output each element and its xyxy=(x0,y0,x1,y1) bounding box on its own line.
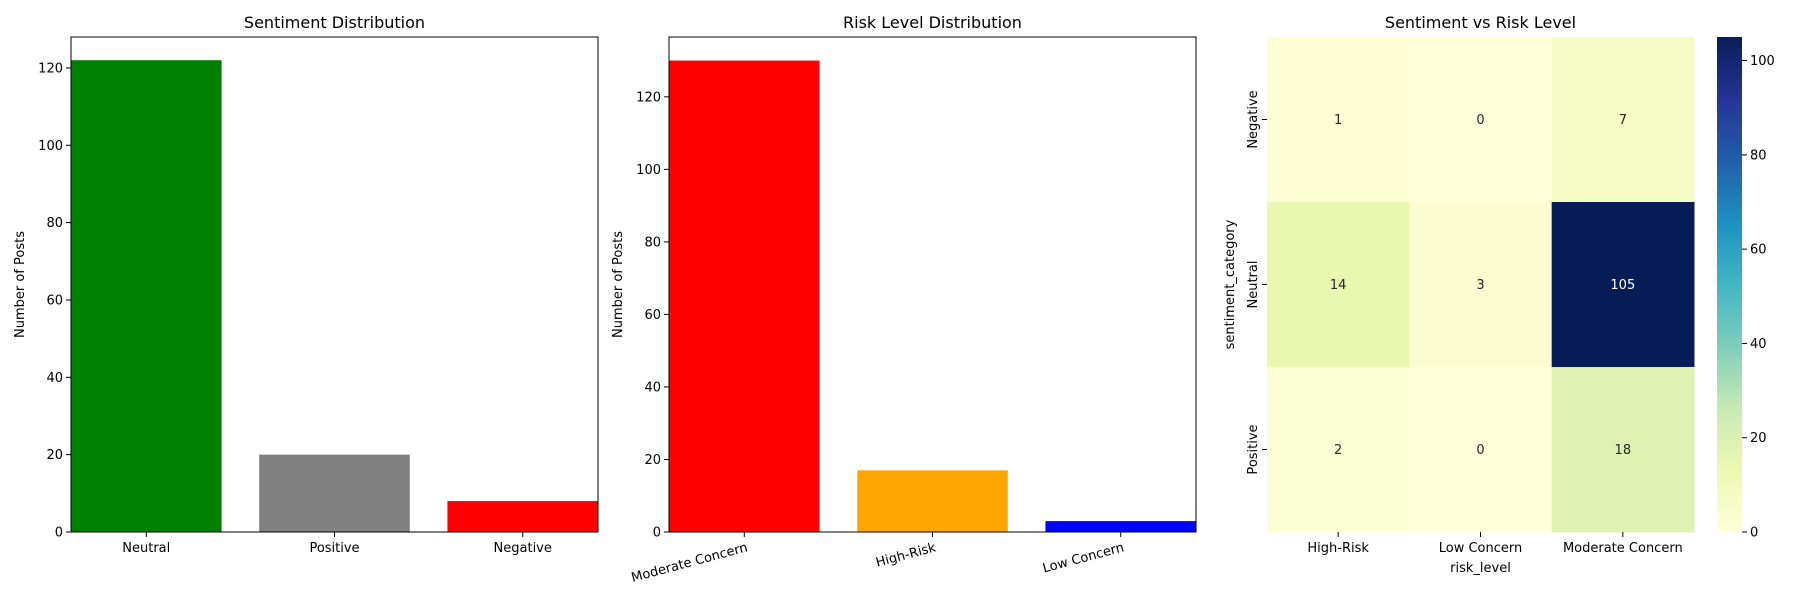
y-tick-label: 120 xyxy=(636,90,661,105)
heatmap-cell xyxy=(1551,37,1695,203)
x-tick-label: High-Risk xyxy=(874,540,938,571)
y-tick-label: 0 xyxy=(55,526,63,541)
heatmap-chart: 1 0 7 14 3 105 2 0 18 High-Risk Low Concern Moderat… xyxy=(1223,13,1695,576)
y-tick-label: 100 xyxy=(636,163,661,178)
x-tick-label: Negative xyxy=(494,541,552,556)
x-tick-label: Moderate Concern xyxy=(630,540,750,585)
heatmap-cell-label: 7 xyxy=(1619,113,1627,128)
y-tick-label: 80 xyxy=(46,216,63,231)
y-tick-label: 80 xyxy=(644,235,661,250)
heatmap-cell xyxy=(1409,367,1553,533)
colorbar-tick-label: 40 xyxy=(1750,337,1767,352)
heatmap-cell-label: 0 xyxy=(1476,113,1484,128)
colorbar-tick-label: 0 xyxy=(1750,526,1758,541)
y-tick-label: 120 xyxy=(38,61,63,76)
heatmap-cell xyxy=(1267,202,1410,368)
colorbar-tick-label: 80 xyxy=(1750,148,1767,163)
heatmap-cell-label: 14 xyxy=(1330,278,1347,293)
y-tick-label: 20 xyxy=(644,453,661,468)
heatmap-cell xyxy=(1551,202,1695,368)
colorbar-bar xyxy=(1717,37,1742,532)
heatmap-cell xyxy=(1267,37,1410,203)
x-tick-label: Neutral xyxy=(122,541,170,556)
x-tick-label: Low Concern xyxy=(1041,540,1126,576)
chart-title: Sentiment vs Risk Level xyxy=(1385,13,1576,32)
heatmap-cell-label: 0 xyxy=(1476,443,1484,458)
heatmap-cell-label: 3 xyxy=(1476,278,1484,293)
y-tick-label: 0 xyxy=(653,526,661,541)
bar-positive xyxy=(259,454,410,532)
bar-chart-1: 0 20 40 60 80 100 120 Neutral Positive Negative Se… xyxy=(13,13,599,556)
chart-title: Sentiment Distribution xyxy=(244,13,425,32)
bar-neutral xyxy=(71,60,222,532)
y-axis-label: Number of Posts xyxy=(611,231,626,338)
bar-negative xyxy=(447,501,598,532)
y-tick-label: 60 xyxy=(644,308,661,323)
x-tick-label: Positive xyxy=(309,541,359,556)
bar-moderate-concern xyxy=(669,60,820,532)
y-tick-label: 60 xyxy=(46,293,63,308)
colorbar: 0 20 40 60 80 100 xyxy=(1717,37,1775,541)
bar-chart-2: 0 20 40 60 80 100 120 Moderate Concern High-Risk… xyxy=(611,13,1197,586)
bar-high-risk xyxy=(857,470,1008,532)
chart-title: Risk Level Distribution xyxy=(843,13,1022,32)
heatmap-cell-label: 18 xyxy=(1615,443,1632,458)
colorbar-tick-label: 60 xyxy=(1750,243,1767,258)
x-tick-label: Moderate Concern xyxy=(1563,541,1683,556)
y-tick-label: 40 xyxy=(644,380,661,395)
bar-low-concern xyxy=(1045,521,1196,532)
y-tick-label: 20 xyxy=(46,448,63,463)
heatmap-cell xyxy=(1409,202,1553,368)
heatmap-cell xyxy=(1409,37,1553,203)
heatmap-cell xyxy=(1551,367,1695,533)
colorbar-tick-label: 20 xyxy=(1750,431,1767,446)
x-tick-label: Low Concern xyxy=(1439,541,1523,556)
x-axis-label: risk_level xyxy=(1450,561,1511,576)
heatmap-cell-label: 105 xyxy=(1610,278,1635,293)
y-tick-label: Negative xyxy=(1246,90,1261,148)
heatmap-cell-label: 2 xyxy=(1334,443,1342,458)
y-axis-label: sentiment_category xyxy=(1223,219,1238,349)
y-tick-label: 40 xyxy=(46,371,63,386)
heatmap-cell xyxy=(1267,367,1410,533)
y-tick-label: Neutral xyxy=(1246,261,1261,309)
y-tick-label: 100 xyxy=(38,139,63,154)
y-axis-label: Number of Posts xyxy=(13,231,28,338)
colorbar-tick-label: 100 xyxy=(1750,54,1775,69)
y-tick-label: Positive xyxy=(1246,424,1261,474)
heatmap-cell-label: 1 xyxy=(1334,113,1342,128)
x-tick-label: High-Risk xyxy=(1307,541,1369,556)
